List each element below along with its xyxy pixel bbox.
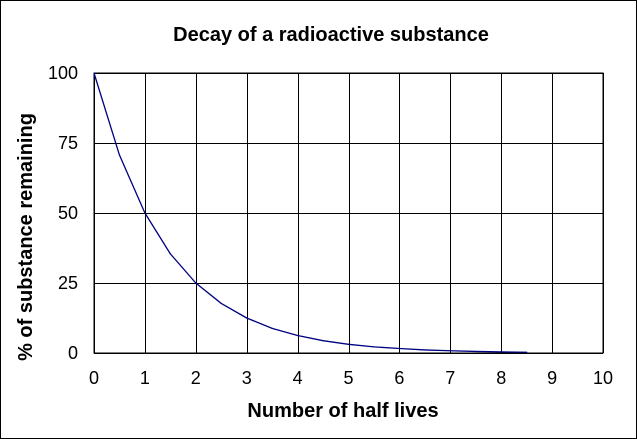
- data-point: [271, 327, 273, 329]
- x-tick-label-10: 10: [593, 368, 613, 388]
- data-point: [118, 154, 121, 156]
- y-tick-label-25: 25: [58, 273, 78, 293]
- x-tick-label-2: 2: [191, 368, 201, 388]
- data-point: [144, 212, 146, 214]
- y-tick-label-0: 0: [68, 343, 78, 363]
- series-line-0: [93, 72, 527, 353]
- data-point: [93, 72, 95, 74]
- x-tick-label-4: 4: [293, 368, 303, 388]
- x-tick-label-5: 5: [343, 368, 353, 388]
- data-point: [347, 343, 350, 345]
- x-tick-label-0: 0: [89, 368, 99, 388]
- data-point: [297, 334, 299, 337]
- data-point: [500, 351, 502, 353]
- y-tick-label-50: 50: [58, 203, 78, 223]
- data-point: [322, 340, 324, 342]
- data-point: [373, 346, 375, 348]
- x-tick-label-3: 3: [242, 368, 252, 388]
- data-point: [526, 351, 528, 353]
- y-axis-label: % of substance remaining: [15, 113, 37, 361]
- data-point: [449, 350, 451, 352]
- data-point: [398, 347, 400, 350]
- x-tick-label-9: 9: [547, 368, 557, 388]
- x-tick-label-7: 7: [445, 368, 455, 388]
- data-point: [246, 317, 248, 319]
- data-point: [220, 302, 222, 305]
- data-point: [169, 253, 171, 255]
- x-tick-label-8: 8: [496, 368, 506, 388]
- x-axis-label: Number of half lives: [247, 400, 438, 422]
- y-tick-label-75: 75: [58, 133, 78, 153]
- x-tick-label-6: 6: [394, 368, 404, 388]
- chart-title: Decay of a radioactive substance: [173, 24, 489, 46]
- data-point: [424, 349, 426, 351]
- x-tick-label-1: 1: [140, 368, 150, 388]
- y-tick-label-100: 100: [48, 63, 78, 83]
- data-point: [195, 282, 197, 284]
- data-point: [475, 350, 477, 353]
